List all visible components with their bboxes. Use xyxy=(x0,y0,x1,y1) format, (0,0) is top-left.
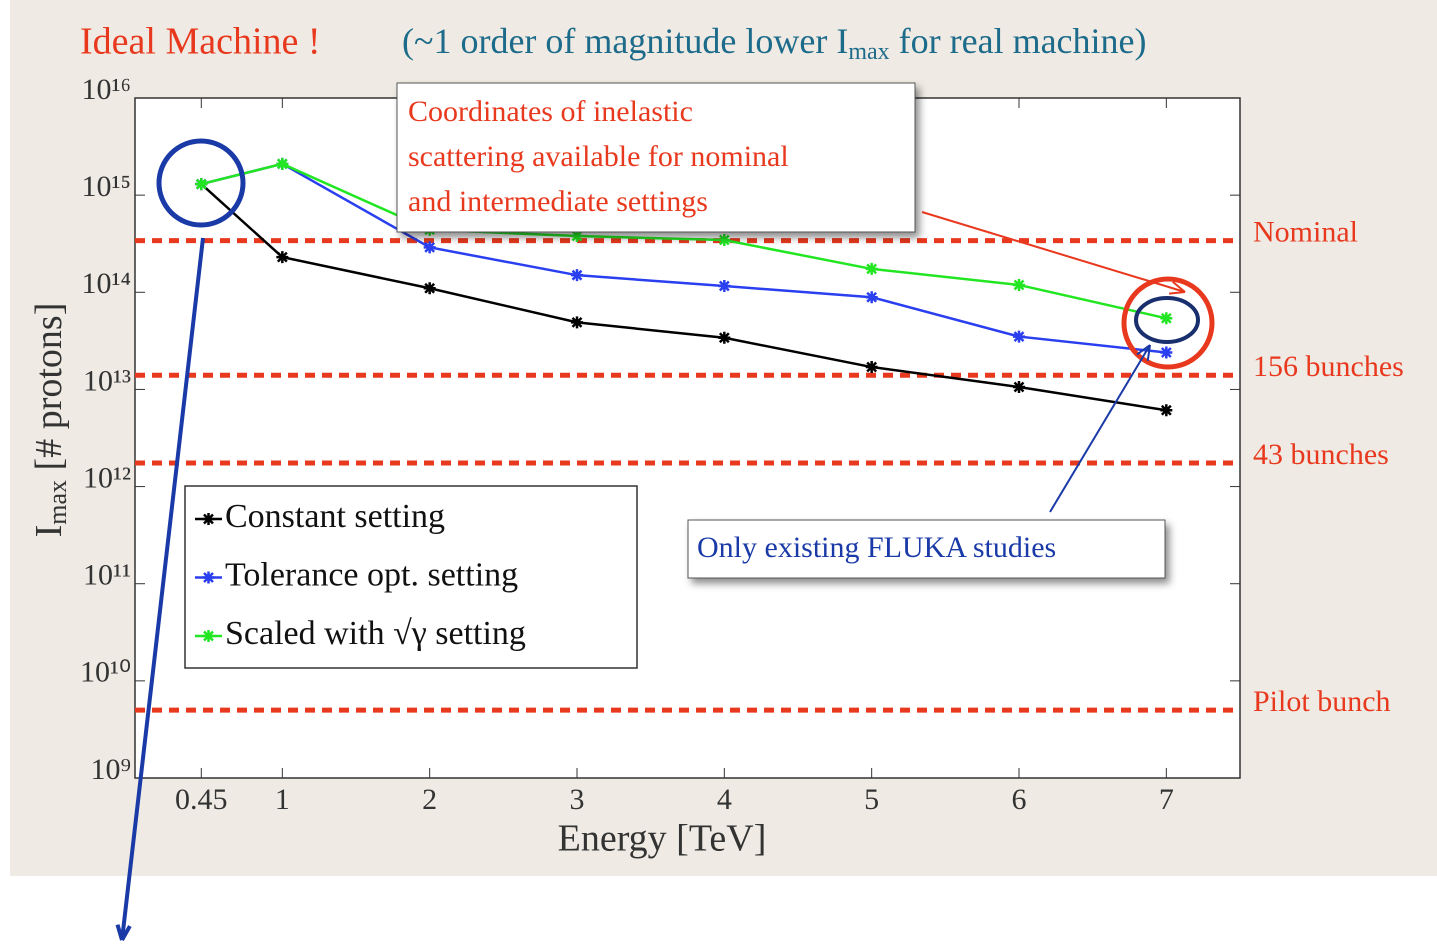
legend-label: Tolerance opt. setting xyxy=(225,556,518,593)
highlight-circle xyxy=(156,138,246,228)
chart-subtitle: (~1 order of magnitude lower Imax for re… xyxy=(402,21,1147,64)
point-marker xyxy=(718,331,731,344)
point-marker xyxy=(1160,346,1173,359)
subtitle-part: for real machine) xyxy=(890,21,1147,61)
arrow-head xyxy=(1168,280,1186,295)
point-marker xyxy=(1013,330,1025,343)
x-tick-label: 7 xyxy=(1159,783,1174,816)
point-marker xyxy=(276,157,289,170)
y-axis-label: Imax [# protons] xyxy=(28,303,72,538)
x-tick-label: 3 xyxy=(570,783,585,816)
legend-box xyxy=(184,485,638,669)
x-tick-label: 2 xyxy=(422,783,437,816)
highlight-circle xyxy=(1121,276,1215,370)
point-marker xyxy=(571,316,583,329)
legend-marker xyxy=(202,571,215,584)
legend-label: Constant setting xyxy=(225,498,445,535)
y-tick-label: 10¹⁰ xyxy=(80,656,131,689)
arrow-head xyxy=(1136,344,1151,361)
point-marker xyxy=(195,178,208,191)
series-line xyxy=(200,162,1167,320)
arrow-line xyxy=(1049,344,1151,513)
point-marker xyxy=(1013,380,1025,393)
x-tick-label: 5 xyxy=(864,783,879,816)
legend-marker xyxy=(202,630,215,642)
point-marker xyxy=(718,234,731,247)
point-marker xyxy=(865,262,878,275)
point-marker xyxy=(571,269,583,282)
x-tick-label: 0.45 xyxy=(175,783,228,816)
reference-label: 156 bunches xyxy=(1253,350,1404,383)
legend-label: Scaled with √γ setting xyxy=(225,615,526,652)
annotation-text: Only existing FLUKA studies xyxy=(697,531,1056,564)
chart-title: Ideal Machine ! xyxy=(80,21,321,63)
subtitle-sub: max xyxy=(848,39,889,65)
point-marker xyxy=(865,291,878,304)
y-tick-label: 10¹⁶ xyxy=(82,73,131,106)
highlight-ellipse xyxy=(1134,296,1200,344)
y-tick-label: 10¹³ xyxy=(83,364,131,397)
reference-label: Pilot bunch xyxy=(1253,685,1391,718)
y-tick-label: 10¹¹ xyxy=(83,559,131,592)
y-tick-label: 10¹⁴ xyxy=(82,267,131,300)
x-axis-label: Energy [TeV] xyxy=(558,818,767,860)
annotation-text: scattering available for nominal xyxy=(408,140,789,173)
point-marker xyxy=(865,361,878,374)
subtitle-part: (~1 order of magnitude lower I xyxy=(402,21,848,61)
series-line xyxy=(200,162,1167,354)
annotation-box xyxy=(396,82,916,233)
arrow-line xyxy=(921,211,1186,293)
y-tick-label: 10¹⁵ xyxy=(82,170,131,203)
y-label-part: [# protons] xyxy=(28,303,70,480)
reference-label: 43 bunches xyxy=(1253,438,1389,471)
point-marker xyxy=(1160,312,1173,325)
point-marker xyxy=(718,280,731,293)
arrow-head xyxy=(115,924,132,941)
y-label-part: I xyxy=(28,525,70,538)
series-line xyxy=(200,183,1167,412)
x-tick-label: 1 xyxy=(275,783,290,816)
y-tick-label: 10¹² xyxy=(83,461,131,494)
reference-label: Nominal xyxy=(1253,216,1358,249)
point-marker xyxy=(276,251,289,264)
annotation-text: and intermediate settings xyxy=(408,185,708,218)
point-marker xyxy=(571,229,583,242)
point-marker xyxy=(1160,404,1173,417)
x-tick-label: 4 xyxy=(717,783,732,816)
point-marker xyxy=(423,282,436,295)
point-marker xyxy=(423,241,436,254)
annotation-text: Coordinates of inelastic xyxy=(408,95,693,128)
x-tick-label: 6 xyxy=(1012,783,1027,816)
legend-marker xyxy=(202,513,215,525)
y-label-sub: max xyxy=(43,480,72,525)
point-marker xyxy=(1013,278,1025,291)
annotation-box xyxy=(687,519,1166,579)
arrow-line xyxy=(120,237,205,941)
y-tick-label: 10⁹ xyxy=(91,753,131,786)
